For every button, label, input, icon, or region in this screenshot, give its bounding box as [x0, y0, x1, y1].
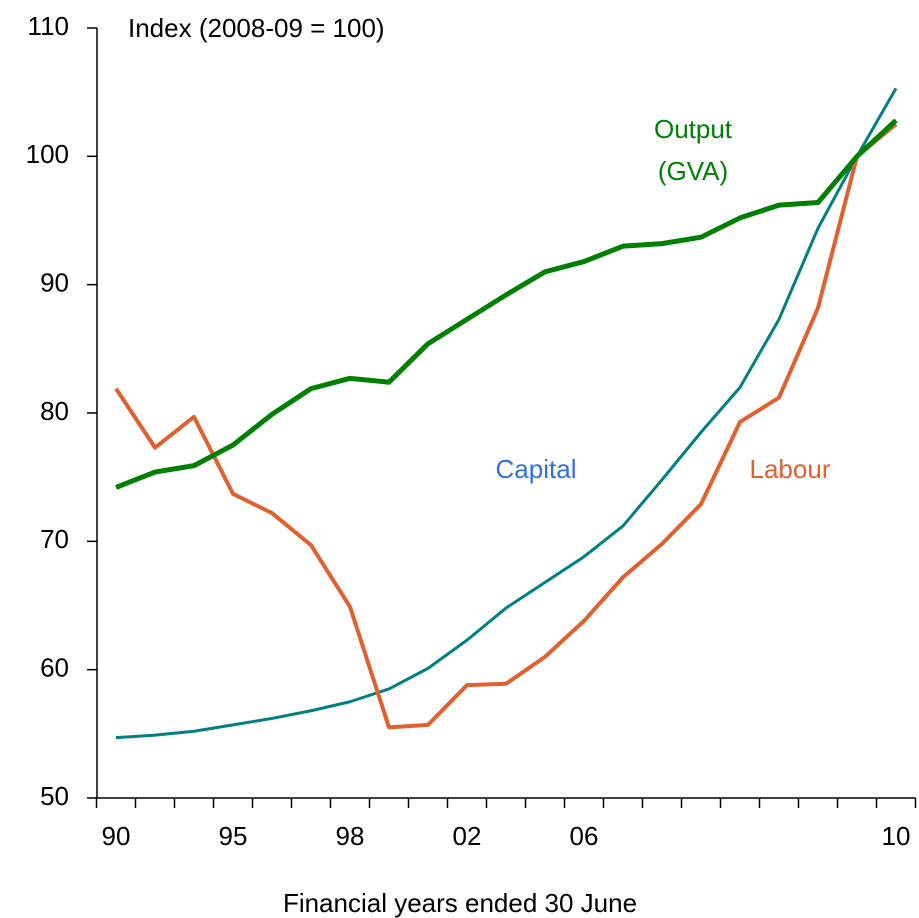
chart-title: Index (2008-09 = 100) — [128, 13, 385, 43]
series-line — [115, 87, 898, 740]
series-line — [114, 122, 898, 730]
series-label-box: Labour — [749, 454, 831, 484]
x-tick-label: 06 — [570, 821, 599, 851]
x-tick-label: 98 — [336, 821, 365, 851]
series-line — [115, 118, 898, 490]
y-tick-label: 90 — [40, 268, 69, 298]
x-tick-label: 95 — [219, 821, 248, 851]
y-tick-label: 50 — [40, 781, 69, 811]
series-label: Output (GVA) — [653, 114, 733, 186]
x-tick-label: 90 — [102, 821, 131, 851]
y-tick-label: 110 — [28, 11, 69, 41]
x-tick-label: 10 — [882, 821, 911, 851]
y-tick-label: 70 — [40, 524, 69, 554]
x-axis-title: Financial years ended 30 June — [283, 888, 637, 918]
y-tick-label: 60 — [40, 653, 69, 683]
y-tick-label: 100 — [26, 139, 69, 169]
series-label-box: Capital — [495, 454, 577, 484]
series-label: Capital — [495, 454, 577, 484]
x-tick-label: 02 — [453, 821, 482, 851]
series-label-box: Output (GVA) — [653, 114, 733, 186]
y-tick-label: 80 — [40, 396, 69, 426]
series-label: Labour — [749, 454, 831, 484]
